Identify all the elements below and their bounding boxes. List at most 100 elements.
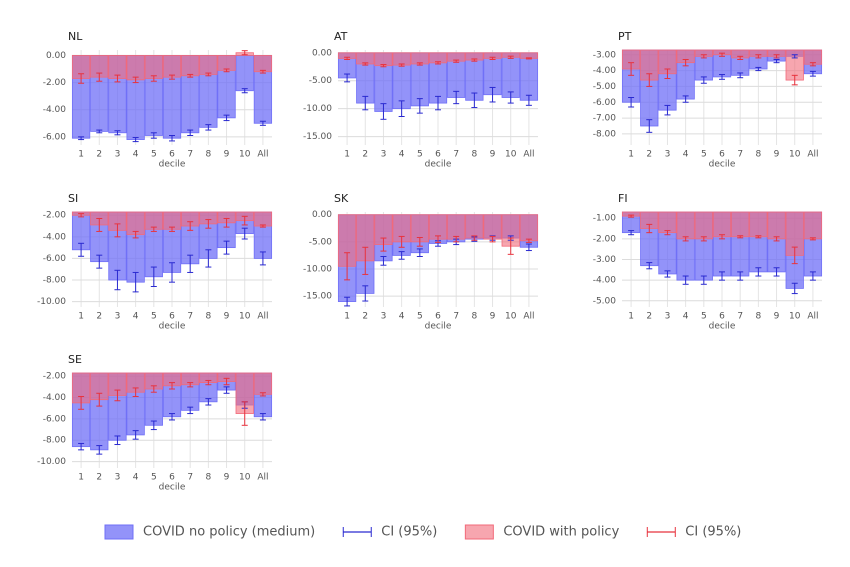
x-tick-label: 7 [737,312,743,322]
y-tick-label: -1.00 [593,214,617,224]
error-bar [646,262,653,270]
x-tick-label: 5 [701,150,707,160]
error-bar [169,413,175,421]
x-tick-label: 4 [399,150,405,160]
x-tick-label: 3 [115,473,121,483]
error-bar [169,382,175,390]
error-bar [223,377,230,386]
x-tick-label: 7 [187,150,193,160]
error-bar [187,129,194,136]
bar [126,55,145,81]
y-tick-label: 0.00 [46,51,66,61]
error-bar [628,230,635,236]
error-bar [169,262,175,283]
error-bar [114,269,121,291]
legend-swatch [464,524,494,540]
x-tick-label: 3 [381,312,387,322]
legend-label: COVID no policy (medium) [143,525,315,540]
x-tick-label: 2 [96,312,102,322]
x-tick-label: 6 [435,150,441,160]
x-tick-label: 8 [755,150,761,160]
x-tick-label: 1 [344,312,350,322]
error-bar [259,224,266,228]
x-tick-label: 3 [665,312,671,322]
x-tick-label: 9 [774,312,780,322]
bar [519,52,539,101]
error-bar [362,285,369,302]
x-tick-label: All [257,473,268,483]
error-bar [435,95,441,111]
x-tick-label: 2 [362,312,368,322]
error-bar [435,61,441,65]
error-bar [205,249,212,268]
x-tick-label: 8 [471,150,477,160]
x-tick-label: 5 [417,150,423,160]
x-tick-label: 4 [133,150,139,160]
error-bar [525,243,532,252]
error-bar [344,73,351,83]
y-tick-label: -5.00 [309,76,333,86]
bar [658,211,677,234]
bar [803,49,823,65]
bar [803,211,823,240]
x-tick-label: 1 [628,150,634,160]
x-tick-label: 1 [78,473,84,483]
error-bar [78,395,85,410]
error-bar [773,54,780,59]
bar [144,55,163,79]
panel-title: SI [68,192,78,205]
error-bar [453,235,460,243]
x-tick-label: 10 [505,312,517,322]
x-tick-label: All [523,150,534,160]
error-bar [187,73,194,78]
error-bar [664,230,671,236]
x-tick-label: All [257,150,268,160]
error-bar [682,59,689,67]
legend-label: CI (95%) [685,525,741,540]
x-axis-label: decile [709,160,736,170]
bar [712,211,732,238]
x-tick-label: 4 [683,150,689,160]
error-bar [809,271,816,281]
x-axis-label: decile [425,322,452,332]
x-tick-label: 1 [344,150,350,160]
y-tick-label: -8.00 [593,129,617,139]
error-bar [700,236,707,242]
error-bar [205,219,212,229]
y-tick-label: 0.00 [312,48,332,58]
y-tick-label: -10.00 [303,104,332,114]
error-bar [187,406,194,415]
error-bar [525,94,532,106]
error-bar [96,129,103,134]
error-bar [755,66,762,72]
error-bar [507,55,514,59]
bar [235,55,254,92]
panel-title: FI [618,192,628,205]
bar [749,211,768,238]
error-bar [150,420,157,431]
error-bar [132,387,139,397]
error-bar [682,275,689,285]
bar [731,211,750,238]
x-tick-label: 1 [628,312,634,322]
error-bar [187,382,194,388]
error-bar [96,254,103,269]
panel-title: AT [334,30,348,43]
x-tick-label: 9 [224,473,230,483]
error-bar [416,248,423,258]
error-bar [187,221,194,231]
error-bar [664,104,671,116]
bar [181,55,200,77]
x-tick-label: All [807,312,818,322]
error-bar [755,54,762,59]
x-tick-label: 10 [505,150,517,160]
error-bar [737,235,744,239]
y-tick-label: -6.00 [43,132,67,142]
y-tick-label: -10.00 [303,265,332,275]
error-bar [114,435,121,446]
error-bar [132,137,139,143]
error-bar [809,62,816,67]
y-tick-label: -2.00 [43,372,67,382]
error-bar [259,251,266,266]
